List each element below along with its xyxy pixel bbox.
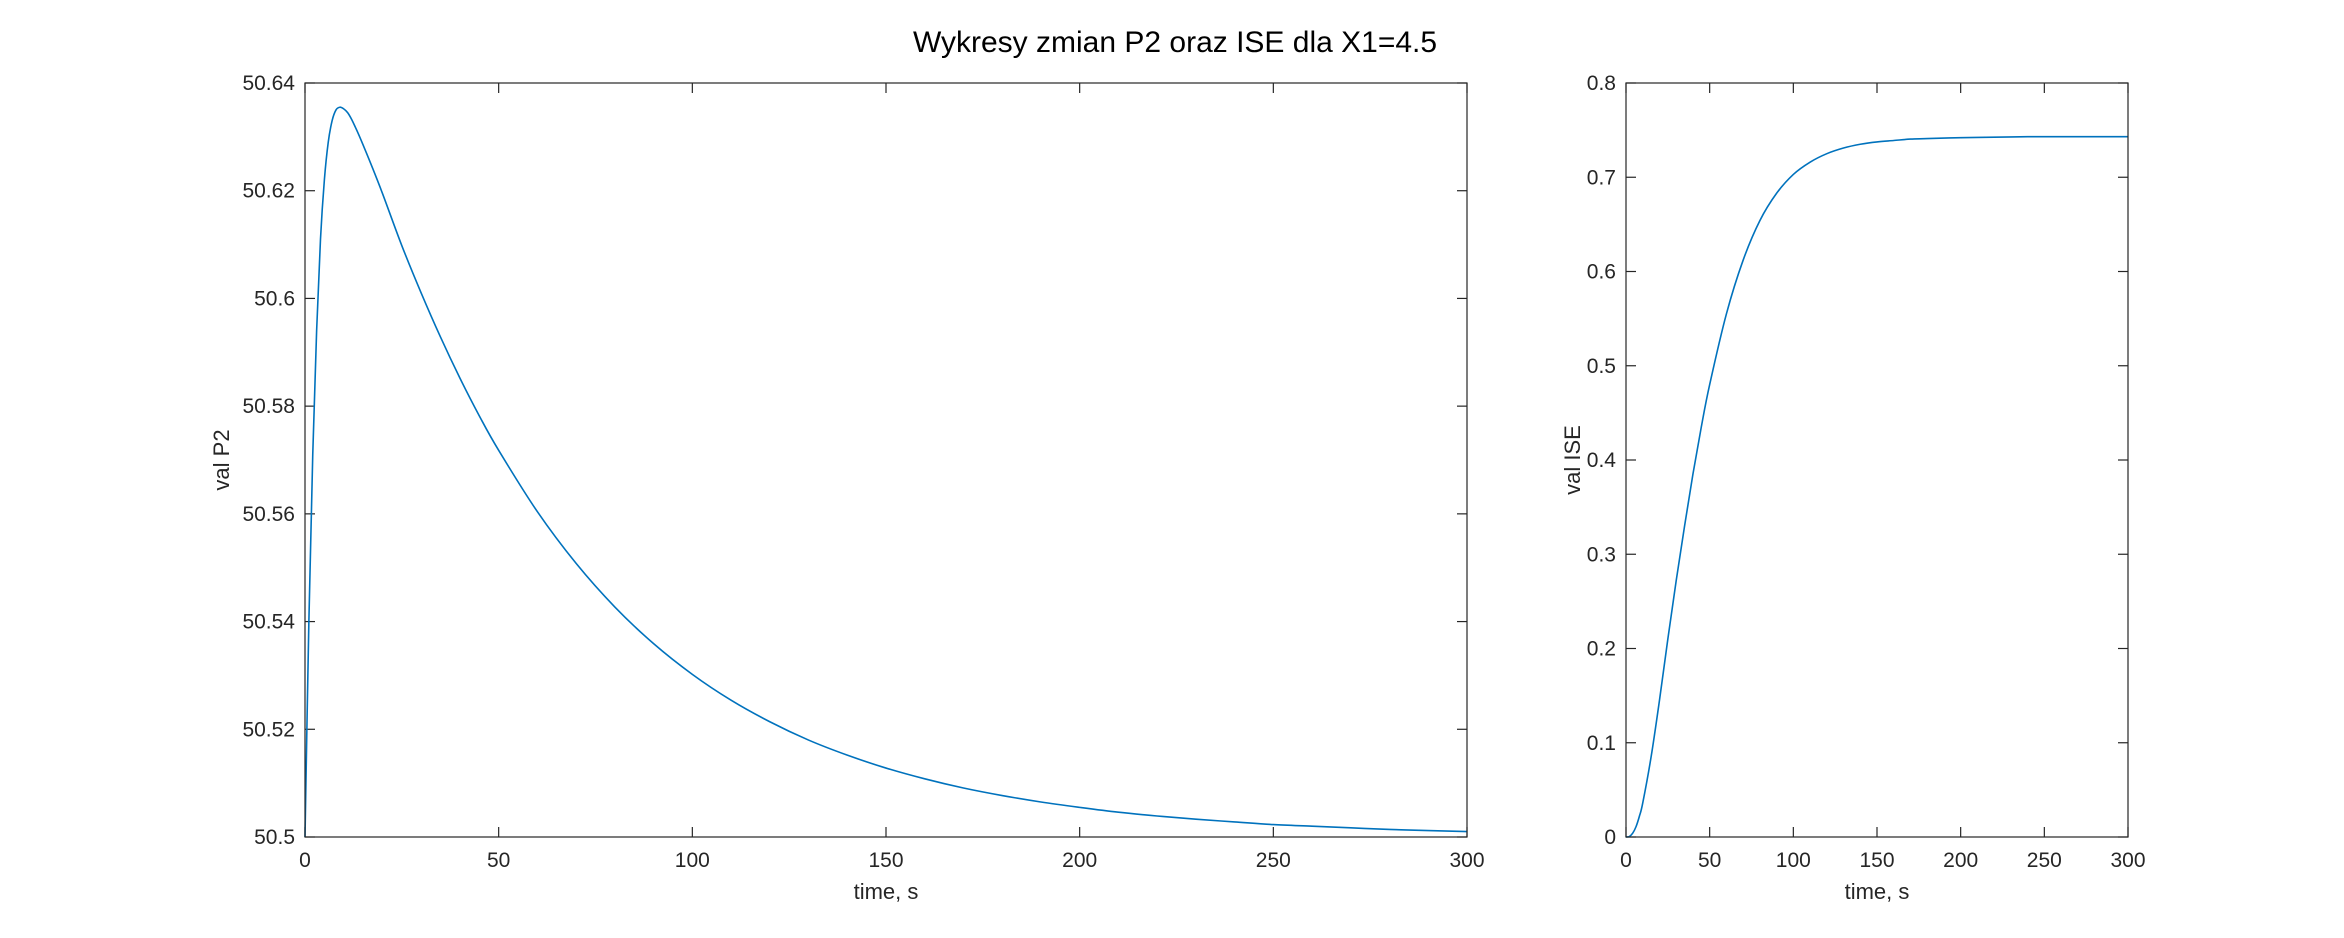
axes-p2-series-0-path (304, 106, 1468, 838)
axes-ise-x-tick-label-4: 200 (1943, 849, 1978, 872)
axes-ise-x-tick-label-5: 250 (2027, 849, 2062, 872)
axes-p2-y-tick-label-6: 50.62 (242, 180, 295, 203)
axes-p2-y-tick-label-1: 50.52 (242, 718, 295, 741)
axes-ise: 0 50 100 150 200 250 300 0 0.1 0.2 0.3 0.4 0.5 0.6 0.… (1560, 72, 2146, 904)
axes-p2-y-tick-labels: 50.5 50.52 50.54 50.56 50.58 50.6 50.62 50.64 (242, 72, 295, 849)
axes-p2-x-tick-label-1: 50 (487, 849, 510, 872)
axes-ise-y-tick-label-7: 0.7 (1587, 166, 1616, 189)
axes-p2-x-tick-label-0: 0 (299, 849, 311, 872)
axes-ise-y-axis-label: val ISE (1560, 425, 1585, 495)
axes-ise-y-tick-label-6: 0.6 (1587, 261, 1616, 284)
axes-ise-y-tick-label-3: 0.3 (1587, 543, 1616, 566)
axes-ise-y-tick-label-0: 0 (1604, 826, 1616, 849)
axes-p2-y-tick-label-0: 50.5 (254, 826, 295, 849)
figure-title: Wykresy zmian P2 oraz ISE dla X1=4.5 (913, 26, 1437, 59)
axes-p2-y-tick-label-7: 50.64 (242, 72, 295, 95)
axes-ise-y-tick-labels: 0 0.1 0.2 0.3 0.4 0.5 0.6 0.7 0.8 (1587, 72, 1617, 849)
axes-p2-x-tick-labels: 0 50 100 150 200 250 300 (299, 849, 1484, 872)
axes-ise-x-tick-label-1: 50 (1698, 849, 1721, 872)
axes-p2: 0 50 100 150 200 250 300 50.550.5250.5450.5650… (209, 72, 1485, 904)
axes-ise-series-line (1625, 135, 2128, 838)
axes-ise-x-tick-labels: 0 50 100 150 200 250 300 (1620, 849, 2145, 872)
axes-p2-box (304, 82, 1468, 838)
axes-p2-y-axis-label: val P2 (209, 429, 234, 490)
axes-p2-series-line (304, 106, 1468, 838)
axes-ise-x-tick-label-2: 100 (1776, 849, 1811, 872)
axes-ise-x-tick-label-0: 0 (1620, 849, 1632, 872)
axes-ise-series-0-path (1625, 135, 2128, 838)
axes-p2-y-tick-label-2: 50.54 (242, 611, 295, 634)
axes-p2-x-axis-label: time, s (854, 879, 919, 904)
axes-ise-y-tick-label-1: 0.1 (1587, 732, 1616, 755)
axes-ise-x-tick-label-6: 300 (2110, 849, 2145, 872)
axes-ise-y-tick-label-2: 0.2 (1587, 638, 1616, 661)
axes-ise-x-tick-label-3: 150 (1859, 849, 1894, 872)
axes-p2-x-tick-label-6: 300 (1449, 849, 1484, 872)
axes-ise-box (1625, 82, 2129, 838)
axes-p2-y-tick-label-5: 50.6 (254, 287, 295, 310)
axes-p2-y-tick-label-4: 50.58 (242, 395, 295, 418)
axes-p2-x-tick-label-4: 200 (1062, 849, 1097, 872)
axes-ise-y-tick-label-5: 0.5 (1587, 355, 1616, 378)
axes-ise-x-axis-label: time, s (1845, 879, 1910, 904)
axes-p2-y-tick-label-3: 50.56 (242, 503, 295, 526)
axes-p2-x-tick-label-2: 100 (675, 849, 710, 872)
axes-ise-y-tick-label-8: 0.8 (1587, 72, 1616, 95)
axes-p2-x-tick-label-3: 150 (868, 849, 903, 872)
axes-p2-x-tick-label-5: 250 (1256, 849, 1291, 872)
axes-ise-y-tick-label-4: 0.4 (1587, 449, 1617, 472)
